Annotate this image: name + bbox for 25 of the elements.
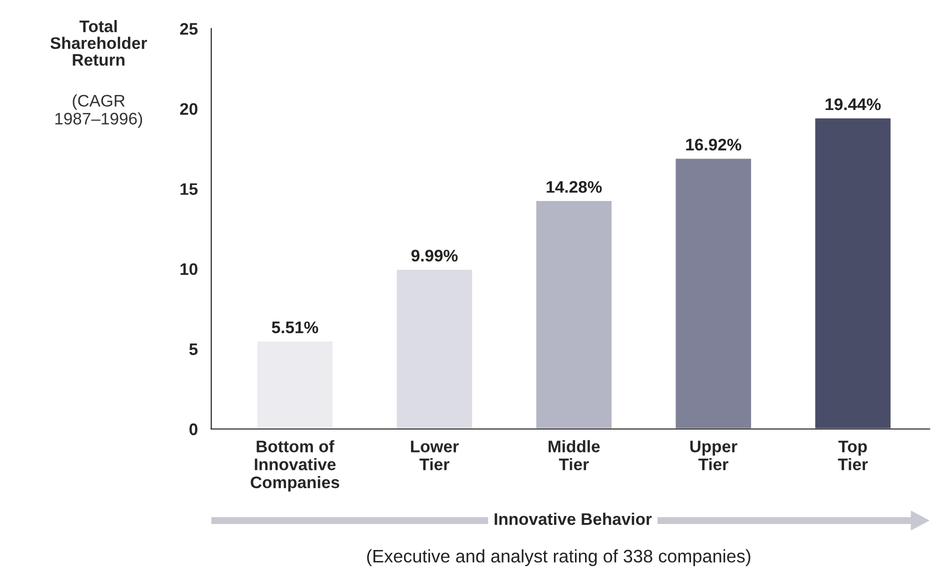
x-axis-title: Innovative Behavior — [494, 512, 652, 525]
y-tick-label: 15 — [180, 183, 198, 195]
y-axis-title: Total Shareholder Return — [50, 20, 147, 66]
data-label: 5.51% — [272, 322, 318, 334]
x-tick-label: Lower Tier — [411, 440, 459, 470]
x-tick-label: Upper Tier — [690, 440, 738, 470]
x-tick-label: Top Tier — [838, 440, 868, 470]
x-tick-label: Middle Tier — [548, 440, 600, 470]
text: (Executive and analyst rating of 338 companies) — [367, 549, 750, 566]
y-tick-label: 10 — [180, 263, 198, 276]
bar — [395, 268, 474, 429]
data-label: 14.28% — [546, 181, 602, 193]
bar — [534, 200, 613, 429]
data-label: 9.99% — [411, 250, 458, 262]
y-tick-label: 5 — [189, 343, 198, 356]
y-tick-label: 25 — [180, 23, 198, 35]
bar — [814, 116, 892, 429]
y-tick-label: 0 — [189, 423, 198, 436]
data-label: 19.44% — [826, 98, 881, 110]
data-label: 16.92% — [686, 138, 742, 151]
x-tick-label: Bottom of Innovative Companies — [250, 440, 340, 492]
y-tick-label: 20 — [180, 103, 198, 115]
text: (CAGR 1987–1996) — [55, 94, 142, 128]
bar — [256, 340, 334, 429]
bar — [674, 157, 752, 429]
